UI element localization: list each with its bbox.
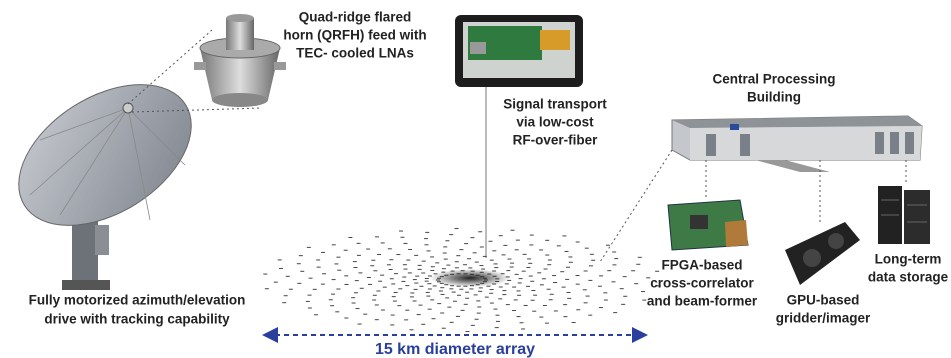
fpga-label: cross-correlator (650, 276, 754, 291)
building-label: Central Processing (712, 72, 835, 87)
drive-label: Fully motorized azimuth/elevation (29, 293, 246, 308)
feed-label: Quad-ridge flared (299, 10, 412, 25)
fpga-label: and beam-former (647, 294, 758, 309)
storage-label: Long-term (875, 252, 942, 267)
signal-label: via low-cost (516, 115, 594, 130)
building-label: Building (747, 90, 801, 105)
feed-label: TEC- cooled LNAs (296, 46, 414, 61)
dish-antenna (0, 55, 216, 290)
feed-label: horn (QRFH) feed with (283, 28, 426, 43)
array-label: 15 km diameter array (375, 341, 535, 358)
gpu-label: GPU-based (787, 293, 860, 308)
signal-label: RF-over-fiber (513, 133, 599, 148)
fpga-board (668, 200, 748, 250)
diagram: Quad-ridge flared horn (QRFH) feed with TE… (0, 0, 951, 358)
gpu-label: gridder/imager (776, 311, 871, 326)
building (672, 116, 922, 172)
fpga-label: FPGA-based (661, 258, 742, 273)
array-core (430, 269, 510, 287)
gpu-card (785, 222, 860, 285)
drive-label: drive with tracking capability (44, 312, 230, 327)
rf-board (455, 15, 583, 87)
storage-label: data storage (868, 270, 949, 285)
leader-line (600, 150, 672, 262)
storage-rack (878, 186, 930, 244)
horn-feed (194, 14, 286, 107)
signal-label: Signal transport (503, 97, 607, 112)
